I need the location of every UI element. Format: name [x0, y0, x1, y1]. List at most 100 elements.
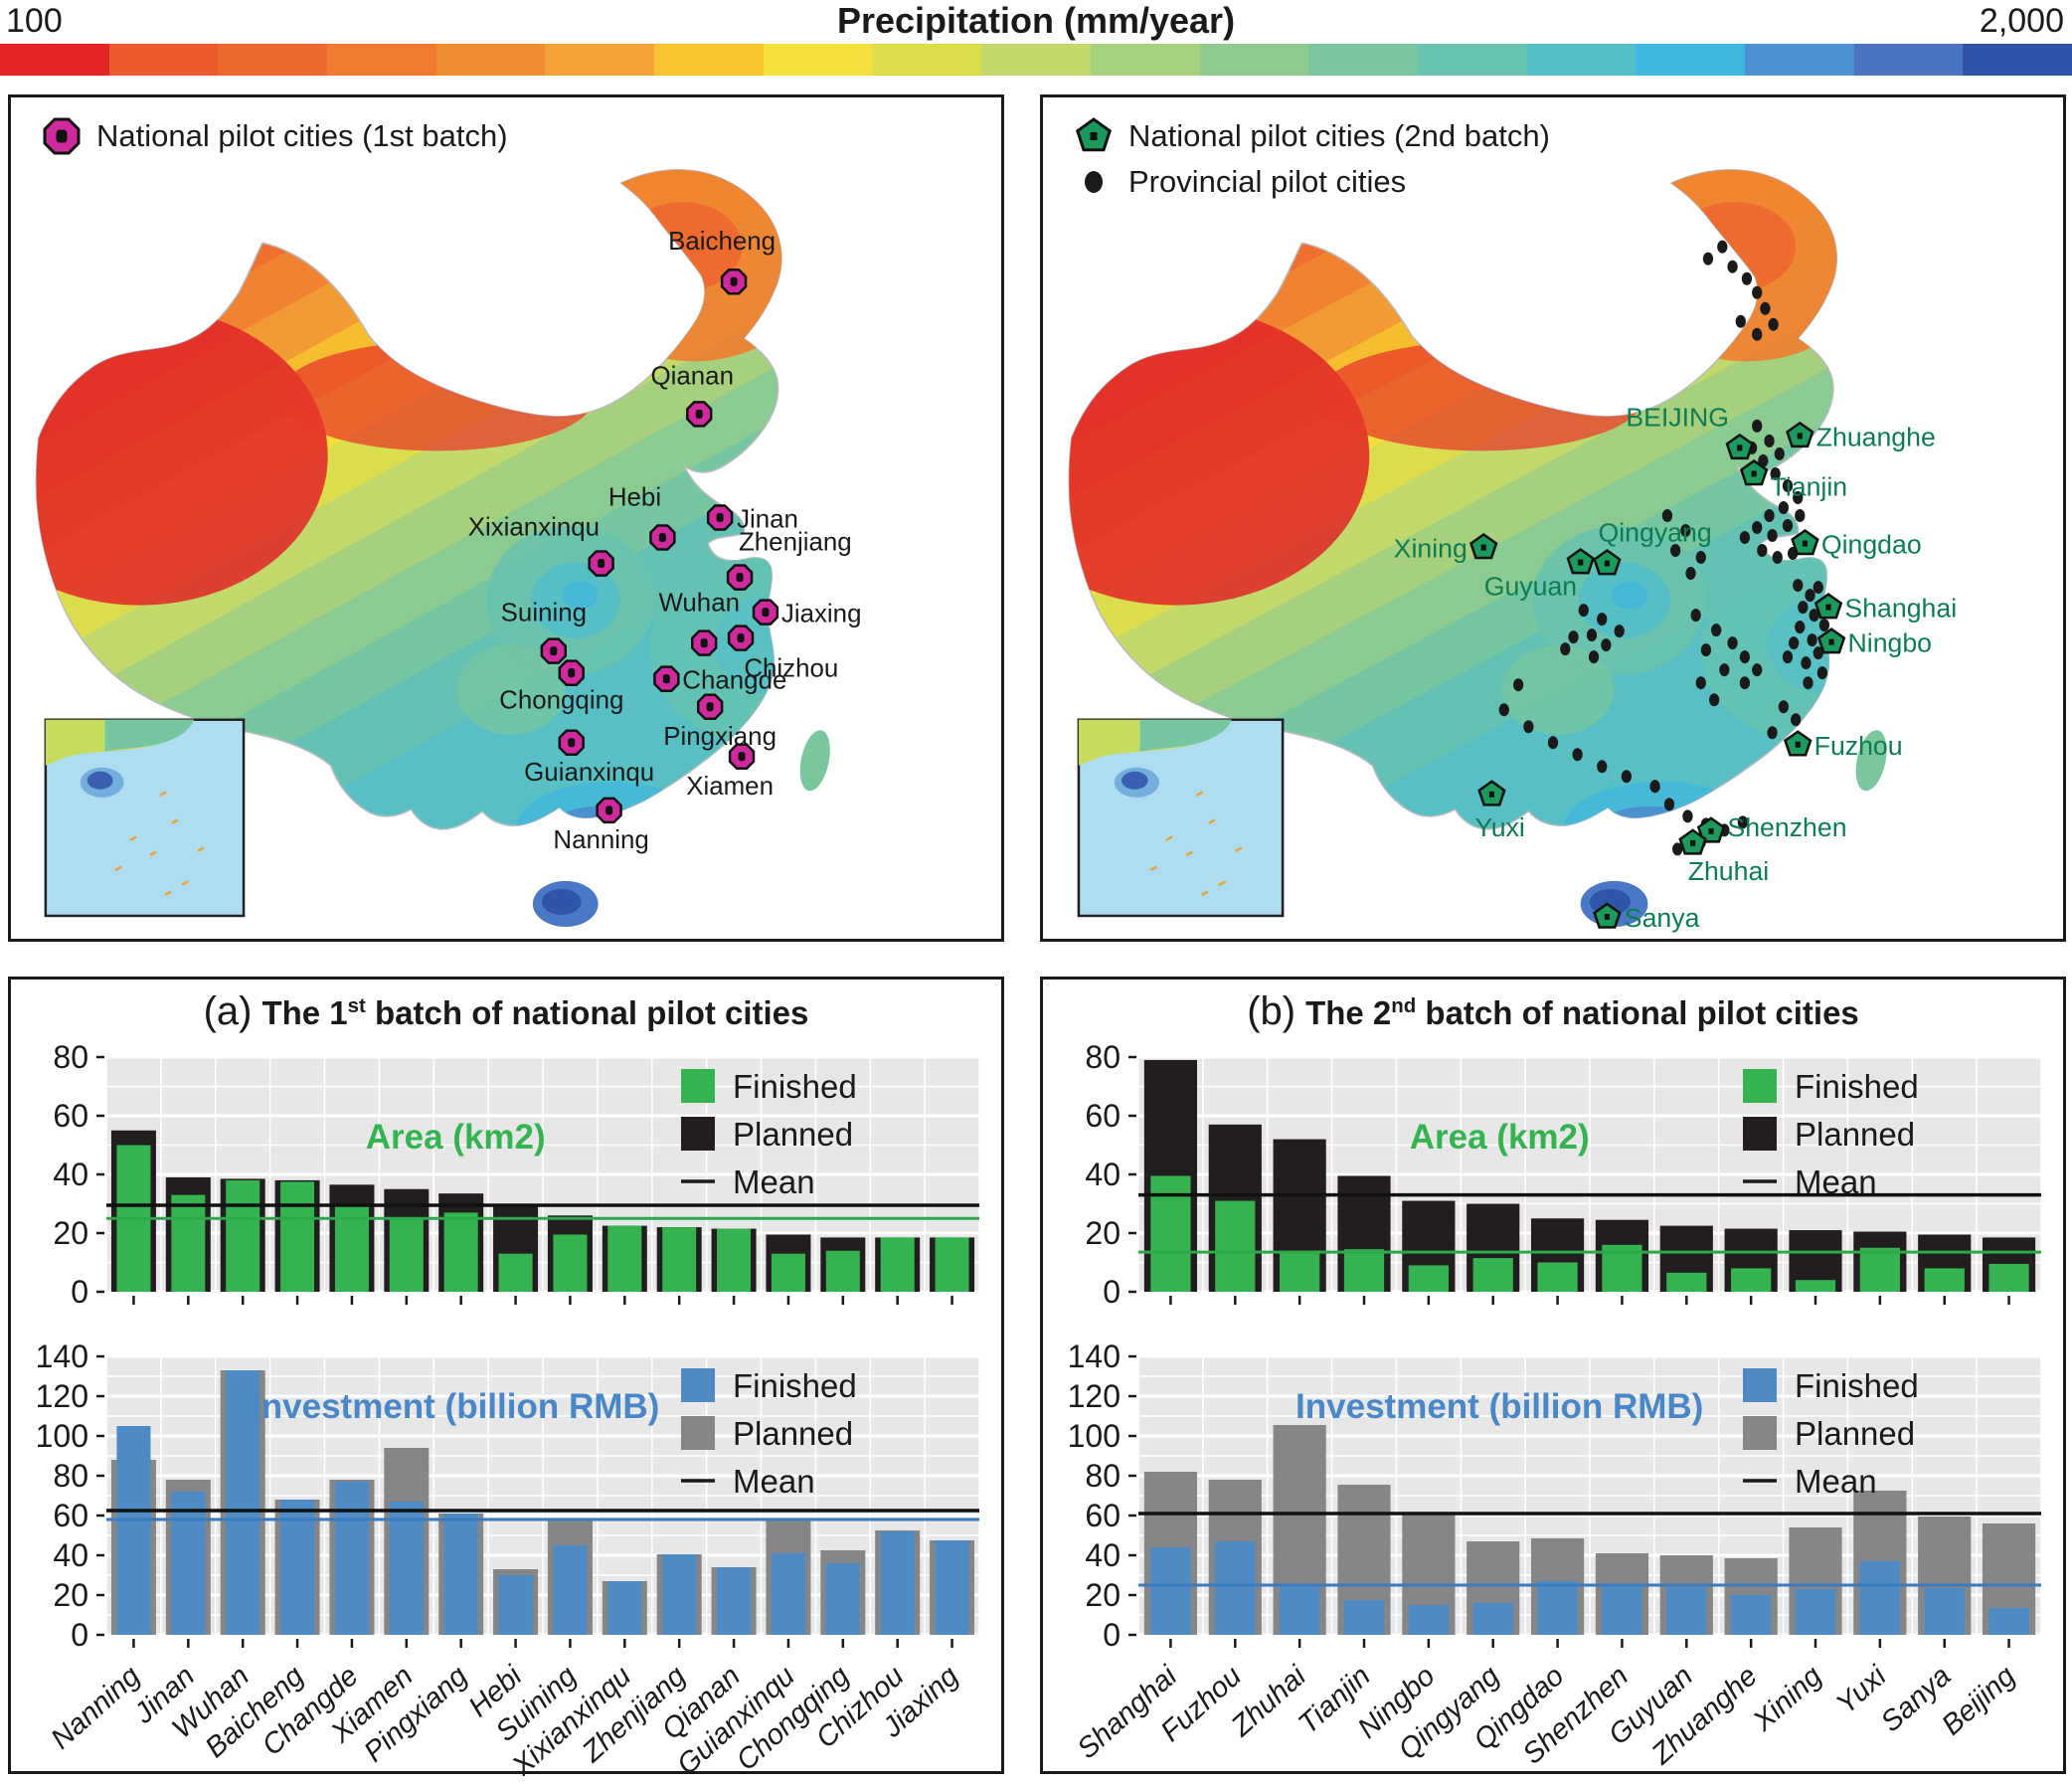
chart-legend: Finished Planned Mean: [1743, 1068, 1919, 1200]
city-marker-tianjin: [1739, 458, 1769, 486]
y-tick-label: 40: [53, 1157, 88, 1192]
bar-finished-zhuhai: [1280, 1584, 1320, 1635]
bar-finished-zhuanghe: [1731, 1268, 1772, 1292]
legend-label: Mean: [733, 1463, 815, 1500]
chart-b-investment: 0 20 40 60 80 100 120 140 Investment (billion RM…: [1068, 1339, 2042, 1771]
colorbar-segment-2: [218, 44, 328, 76]
colorbar-segment-10: [1090, 44, 1200, 76]
bar-finished-shenzhen: [1602, 1584, 1642, 1635]
y-tick-label: 20: [1085, 1577, 1121, 1613]
bar-finished-hebi: [498, 1253, 533, 1292]
city-label-shenzhen: Shenzhen: [1727, 812, 1846, 842]
chart-legend: Finished Planned Mean: [681, 1068, 857, 1200]
city-label-xixianxinqu: Xixianxinqu: [468, 511, 600, 541]
legend-label: Planned: [733, 1415, 853, 1452]
provincial-dot: [1719, 663, 1730, 677]
legend-swatch: [1743, 1069, 1777, 1103]
provincial-dot: [1752, 327, 1763, 341]
city-label-guianxinqu: Guianxinqu: [524, 757, 654, 787]
provincial-dot: [1572, 748, 1583, 762]
y-tick-label: 60: [53, 1498, 88, 1533]
bar-finished-qingdao: [1537, 1262, 1578, 1292]
legend-swatch: [681, 1117, 715, 1151]
provincial-dot: [1498, 703, 1509, 717]
map-panel-first-batch: National pilot cities (1st batch) Baiche…: [8, 94, 1004, 942]
y-tick-label: 0: [71, 1274, 88, 1310]
bar-finished-yuxi: [1859, 1561, 1900, 1635]
chart-legend: Finished Planned Mean: [681, 1367, 857, 1500]
provincial-dot: [1700, 643, 1712, 657]
city-marker-suining: [540, 637, 568, 664]
city-label-nanning: Nanning: [553, 824, 648, 854]
provincial-dot: [1795, 621, 1806, 634]
y-tick-label: 0: [1103, 1274, 1121, 1310]
y-tick-label: 140: [1068, 1339, 1121, 1374]
colorbar-segment-18: [1963, 44, 2072, 76]
bar-finished-chizhou: [880, 1237, 915, 1292]
city-label-suining: Suining: [501, 598, 587, 627]
city-label-chongqing: Chongqing: [499, 685, 623, 715]
city-label-guyuan: Guyuan: [1484, 572, 1577, 602]
provincial-dot: [1560, 642, 1571, 656]
y-tick-label: 40: [1085, 1157, 1121, 1192]
legend-swatch: [681, 1416, 715, 1450]
provincial-dot: [1782, 519, 1794, 533]
bar-finished-zhenjiang: [662, 1227, 697, 1292]
panel-a-title: (a) The 1st batch of national pilot citie…: [203, 989, 809, 1033]
colorbar-segment-13: [1417, 44, 1527, 76]
bar-finished-fuzhou: [1215, 1200, 1256, 1292]
chart-legend: Finished Planned Mean: [1743, 1367, 1919, 1500]
city-marker-yuxi: [1477, 780, 1506, 806]
provincial-dot: [1778, 700, 1790, 714]
bar-finished-qingyang: [1472, 1603, 1513, 1635]
map2-legend: National pilot cities (2nd batch) Provin…: [1073, 115, 1550, 207]
provincial-dot: [1764, 434, 1775, 447]
panel-a-prefix: (a): [203, 989, 253, 1033]
legend-label: Finished: [733, 1367, 857, 1404]
provincial-dot: [1752, 285, 1763, 299]
colorbar-segment-0: [0, 44, 109, 76]
bar-finished-fuzhou: [1215, 1541, 1256, 1635]
map2-legend-label-1: National pilot cities (2nd batch): [1128, 118, 1550, 153]
bar-finished-jinan: [171, 1492, 206, 1635]
bar-finished-guianxinqu: [771, 1253, 805, 1292]
y-tick-label: 120: [36, 1378, 88, 1414]
colorbar-segment-5: [545, 44, 655, 76]
provincial-dot: [1614, 625, 1625, 638]
city-marker-xixianxinqu: [588, 550, 614, 577]
provincial-dot: [1772, 551, 1783, 565]
y-tick-label: 80: [53, 1458, 88, 1494]
city-label-fuzhou: Fuzhou: [1814, 731, 1903, 761]
x-label-beijing: Beijing: [1936, 1660, 2021, 1741]
provincial-dot: [1757, 544, 1768, 558]
provincial-dot: [1813, 646, 1823, 660]
provincial-dot: [1807, 633, 1817, 647]
city-marker-pingxiang: [696, 693, 724, 720]
provincial-dot: [1727, 260, 1738, 273]
provincial-dot: [1813, 581, 1823, 595]
city-label-baicheng: Baicheng: [668, 226, 776, 256]
provincial-dot: [1649, 780, 1660, 794]
y-tick-label: 0: [71, 1617, 88, 1653]
bar-finished-xiamen: [389, 1502, 424, 1635]
legend-label: Planned: [733, 1116, 853, 1153]
colorbar-segment-12: [1308, 44, 1418, 76]
taiwan-island: [799, 730, 830, 792]
chart-b-area: 0 20 40 60 80 Area (km2) Finished Planned Mean: [1085, 1039, 2042, 1310]
bar-finished-pingxiang: [443, 1212, 478, 1292]
y-tick-label: 40: [53, 1537, 88, 1573]
city-marker-qingdao: [1791, 528, 1819, 556]
city-label-changde: Changde: [682, 665, 786, 695]
provincial-dot: [1789, 636, 1800, 650]
y-tick-label: 20: [1085, 1215, 1121, 1251]
colorbar-segment-9: [981, 44, 1091, 76]
legend-label: Finished: [733, 1068, 857, 1105]
provincial-dot: [1739, 676, 1751, 690]
city-label-ningbo: Ningbo: [1848, 628, 1933, 658]
black-dot-icon: [1085, 171, 1103, 193]
city-marker-fuzhou: [1784, 730, 1813, 757]
city-label-xiamen: Xiamen: [686, 771, 774, 801]
provincial-dot: [1588, 650, 1600, 664]
colorbar-title: Precipitation (mm/year): [836, 0, 1236, 41]
provincial-dot: [1774, 446, 1785, 460]
